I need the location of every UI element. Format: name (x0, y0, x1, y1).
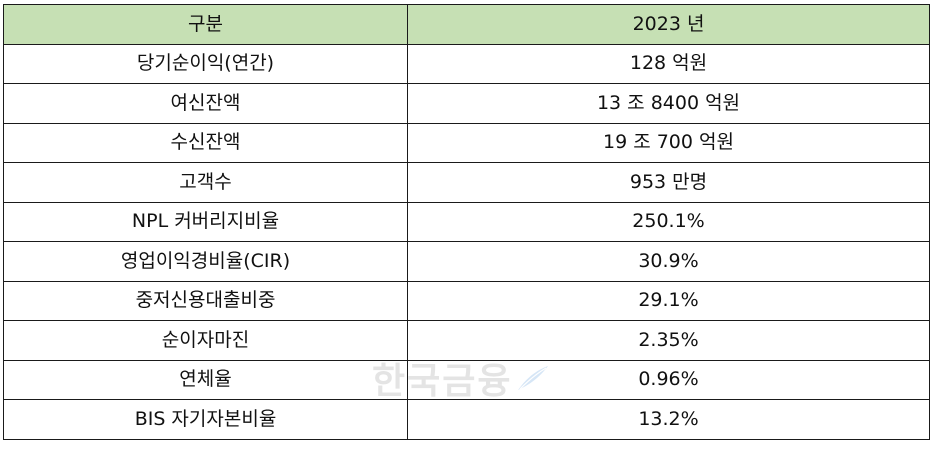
table-row: 연체율 0.96% (3, 359, 930, 400)
stats-table: 구분 2023 년 당기순이익(연간) 128 억원 여신잔액 13 조 840… (3, 4, 930, 440)
row-value: 29.1% (407, 280, 930, 321)
row-label: 수신잔액 (3, 122, 408, 163)
table-row: 순이자마진 2.35% (3, 320, 930, 361)
row-label: 당기순이익(연간) (3, 43, 408, 84)
row-label: 순이자마진 (3, 320, 408, 361)
table-row: 고객수 953 만명 (3, 162, 930, 203)
row-label: NPL 커버리지비율 (3, 201, 408, 242)
table-row: 당기순이익(연간) 128 억원 (3, 43, 930, 84)
header-row: 구분 2023 년 (3, 4, 930, 45)
table-body: 당기순이익(연간) 128 억원 여신잔액 13 조 8400 억원 수신잔액 … (3, 43, 930, 440)
row-value: 13.2% (407, 399, 930, 440)
row-value: 0.96% (407, 359, 930, 400)
row-value: 250.1% (407, 201, 930, 242)
row-value: 128 억원 (407, 43, 930, 84)
row-value: 13 조 8400 억원 (407, 83, 930, 124)
table-header: 구분 2023 년 (3, 4, 930, 45)
row-value: 30.9% (407, 241, 930, 282)
row-value: 2.35% (407, 320, 930, 361)
row-label: 연체율 (3, 359, 408, 400)
row-value: 953 만명 (407, 162, 930, 203)
row-value: 19 조 700 억원 (407, 122, 930, 163)
table-row: 중저신용대출비중 29.1% (3, 280, 930, 321)
row-label: BIS 자기자본비율 (3, 399, 408, 440)
header-year: 2023 년 (407, 4, 930, 45)
table-row: 영업이익경비율(CIR) 30.9% (3, 241, 930, 282)
row-label: 고객수 (3, 162, 408, 203)
table-row: NPL 커버리지비율 250.1% (3, 201, 930, 242)
header-category: 구분 (3, 4, 408, 45)
table-row: BIS 자기자본비율 13.2% (3, 399, 930, 440)
table-row: 여신잔액 13 조 8400 억원 (3, 83, 930, 124)
row-label: 여신잔액 (3, 83, 408, 124)
table-row: 수신잔액 19 조 700 억원 (3, 122, 930, 163)
row-label: 중저신용대출비중 (3, 280, 408, 321)
row-label: 영업이익경비율(CIR) (3, 241, 408, 282)
